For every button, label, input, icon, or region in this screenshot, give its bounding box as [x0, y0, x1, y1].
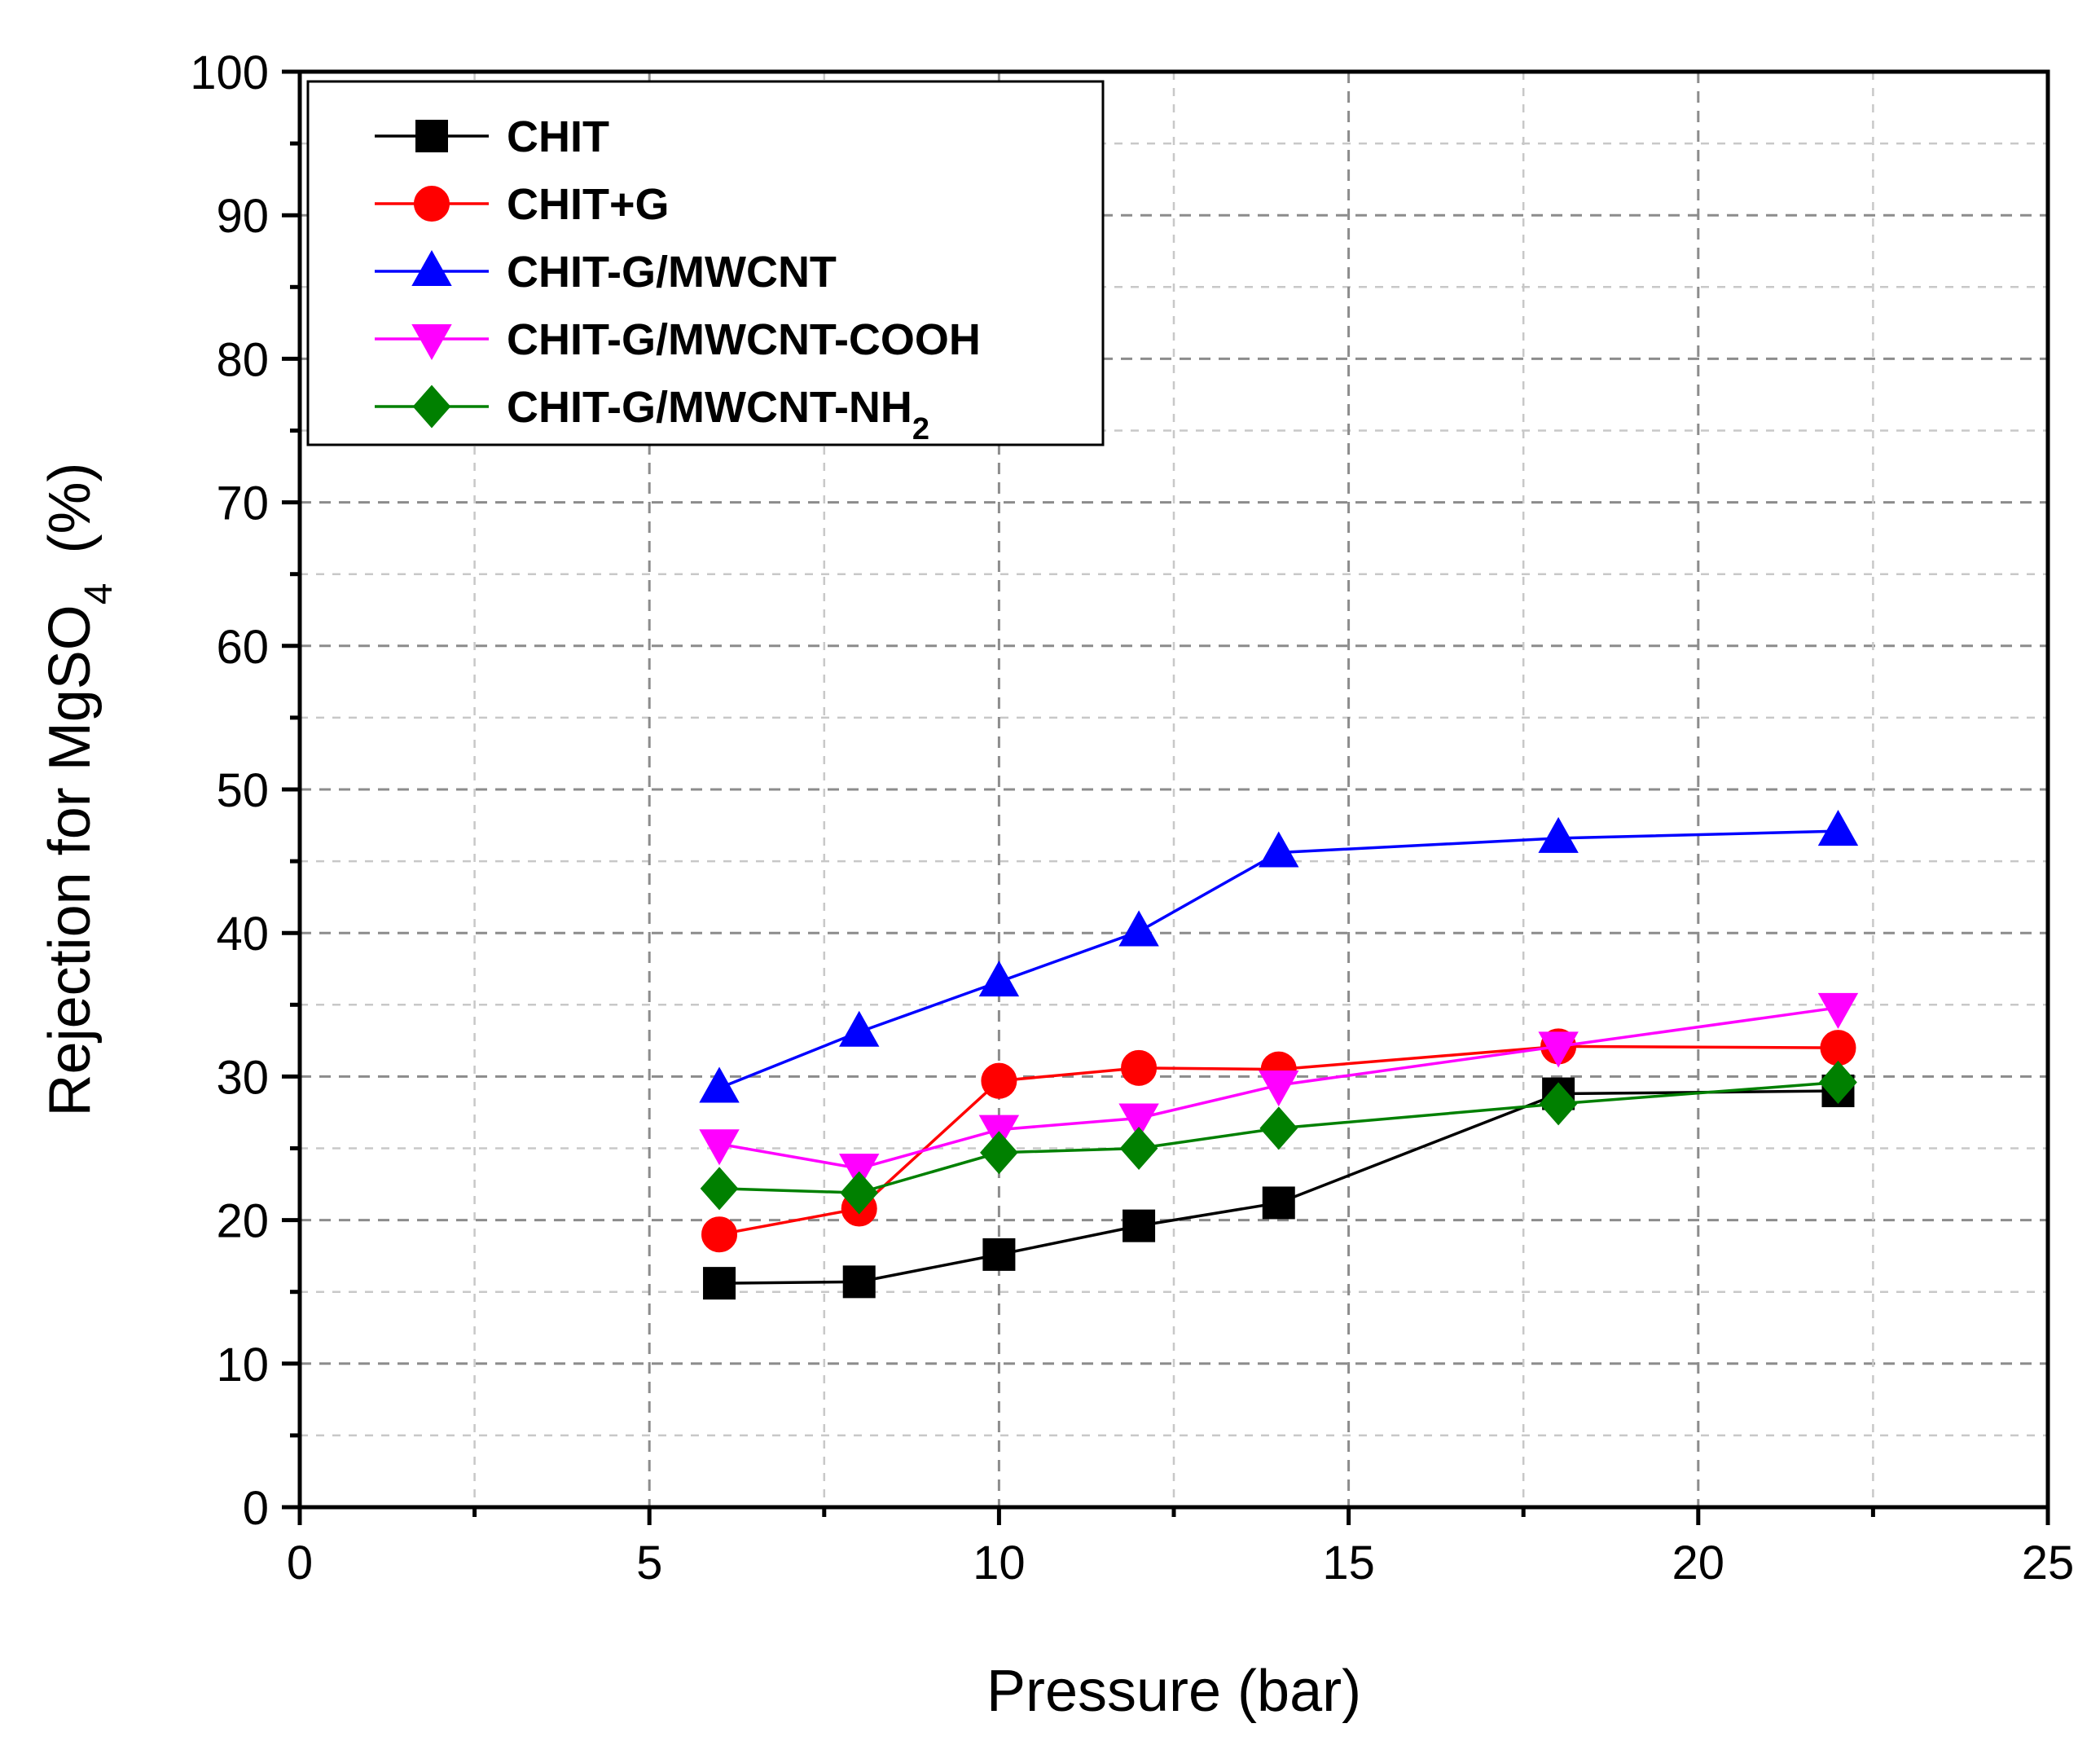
legend-label-text: CHIT+G: [507, 180, 670, 229]
y-tick-label: 60: [216, 621, 269, 674]
legend-marker: [414, 186, 450, 222]
y-tick-label: 50: [216, 764, 269, 817]
y-tick-label: 80: [216, 333, 269, 386]
x-tick-label: 25: [2022, 1537, 2075, 1589]
legend: CHIT CHIT+G CHIT-G/MWCNT CHIT-G/MWCNT-COOH C…: [306, 80, 1105, 446]
y-axis-title-unit: (%): [37, 463, 103, 554]
x-tick-label: 5: [636, 1537, 662, 1589]
data-point-chit-g: [981, 1062, 1017, 1099]
legend-item-chit: CHIT: [375, 112, 609, 161]
legend-marker: [411, 324, 452, 361]
y-tick-label: 30: [216, 1051, 269, 1104]
data-point-chit-g-mwcnt: [839, 1010, 880, 1047]
legend-marker: [411, 249, 452, 286]
data-point-chit-g-mwcnt: [1118, 910, 1159, 947]
x-tick-label: 15: [1322, 1537, 1375, 1589]
legend-label: CHIT-G/MWCNT: [507, 248, 837, 297]
data-point-chit: [982, 1238, 1016, 1271]
data-point-chit: [1262, 1186, 1295, 1220]
legend-item-chit-g-mwcnt-cooh: CHIT-G/MWCNT-COOH: [375, 315, 981, 364]
legend-label-text: CHIT-G/MWCNT-COOH: [507, 315, 981, 364]
grid: [300, 72, 2048, 1507]
series-chit-g-mwcnt: [699, 810, 1859, 1103]
legend-label-subscript: 2: [912, 412, 929, 446]
y-axis-title: Rejection for MgSO4 (%): [37, 463, 121, 1117]
x-tick-label: 10: [973, 1537, 1026, 1589]
data-point-chit-g-mwcnt: [699, 1066, 740, 1103]
legend-label: CHIT-G/MWCNT-COOH: [507, 315, 981, 364]
data-point-chit: [1122, 1209, 1156, 1242]
y-tick-label: 100: [190, 46, 269, 99]
y-tick-label: 40: [216, 908, 269, 961]
y-axis-title-main: Rejection for MgSO: [37, 605, 103, 1116]
data-point-chit-g-mwcnt-cooh: [1259, 1070, 1299, 1107]
data-point-chit-g-mwcnt: [1817, 810, 1859, 846]
y-tick-labels: 0 10 20 30 40 50 60 70 80 90 100: [190, 46, 269, 1535]
legend-item-chit-g-mwcnt: CHIT-G/MWCNT: [375, 248, 837, 297]
data-point-chit-g-mwcnt-cooh: [1817, 992, 1859, 1029]
data-point-chit-g: [701, 1216, 738, 1253]
data-point-chit-g: [1820, 1030, 1856, 1066]
legend-item-chit-g: CHIT+G: [375, 180, 670, 229]
y-tick-label: 20: [216, 1195, 269, 1248]
data-point-chit: [842, 1265, 876, 1299]
legend-label-text: CHIT-G/MWCNT: [507, 248, 837, 297]
y-tick-label: 10: [216, 1339, 269, 1391]
data-point-chit-g-mwcnt: [978, 961, 1020, 997]
data-point-chit-g-mwcnt-cooh: [699, 1129, 740, 1166]
data-point-chit-g-mwcnt: [1538, 816, 1579, 853]
legend-label: CHIT+G: [507, 180, 670, 229]
legend-marker: [412, 385, 451, 429]
x-tick-label: 20: [1672, 1537, 1725, 1589]
data-point-chit-g-mwcnt: [1259, 831, 1299, 868]
plot-series: [699, 810, 1859, 1300]
data-point-chit-g-mwcnt-nh2: [980, 1131, 1018, 1175]
legend-label: CHIT: [507, 112, 609, 161]
legend-label-text: CHIT-G/MWCNT-NH: [507, 383, 912, 432]
data-point-chit-g-mwcnt-nh2: [840, 1171, 879, 1215]
legend-label: CHIT-G/MWCNT-NH2: [507, 383, 929, 446]
legend-marker: [415, 120, 448, 152]
data-point-chit-g-mwcnt-nh2: [700, 1167, 739, 1211]
x-axis-title: Pressure (bar): [986, 1659, 1361, 1724]
data-point-chit-g-mwcnt-cooh: [1118, 1103, 1159, 1140]
data-point-chit: [703, 1267, 736, 1300]
y-tick-label: 70: [216, 477, 269, 530]
x-tick-label: 0: [287, 1537, 313, 1589]
x-tick-labels: 0 5 10 15 20 25: [287, 1537, 2074, 1589]
legend-item-chit-g-mwcnt-nh2: CHIT-G/MWCNT-NH2: [375, 383, 929, 446]
series-chit-g-mwcnt-cooh: [699, 992, 1859, 1190]
series-chit-g-mwcnt-nh2: [700, 1060, 1857, 1215]
data-point-chit-g: [1121, 1049, 1158, 1086]
data-point-chit-g-mwcnt-nh2: [1259, 1106, 1298, 1150]
data-point-chit-g-mwcnt-nh2: [1819, 1060, 1857, 1104]
data-point-chit-g-mwcnt-cooh: [1538, 1031, 1579, 1068]
y-axis-title-subscript: 4: [77, 583, 121, 605]
data-point-chit-g-mwcnt-nh2: [1539, 1082, 1578, 1126]
data-point-chit-g-mwcnt-nh2: [1119, 1126, 1158, 1171]
series-line-chit-g-mwcnt: [718, 829, 1839, 1090]
y-tick-label: 90: [216, 190, 269, 243]
axis-ticks: [282, 69, 2050, 1525]
y-tick-label: 0: [243, 1482, 269, 1535]
legend-label-text: CHIT: [507, 112, 609, 161]
